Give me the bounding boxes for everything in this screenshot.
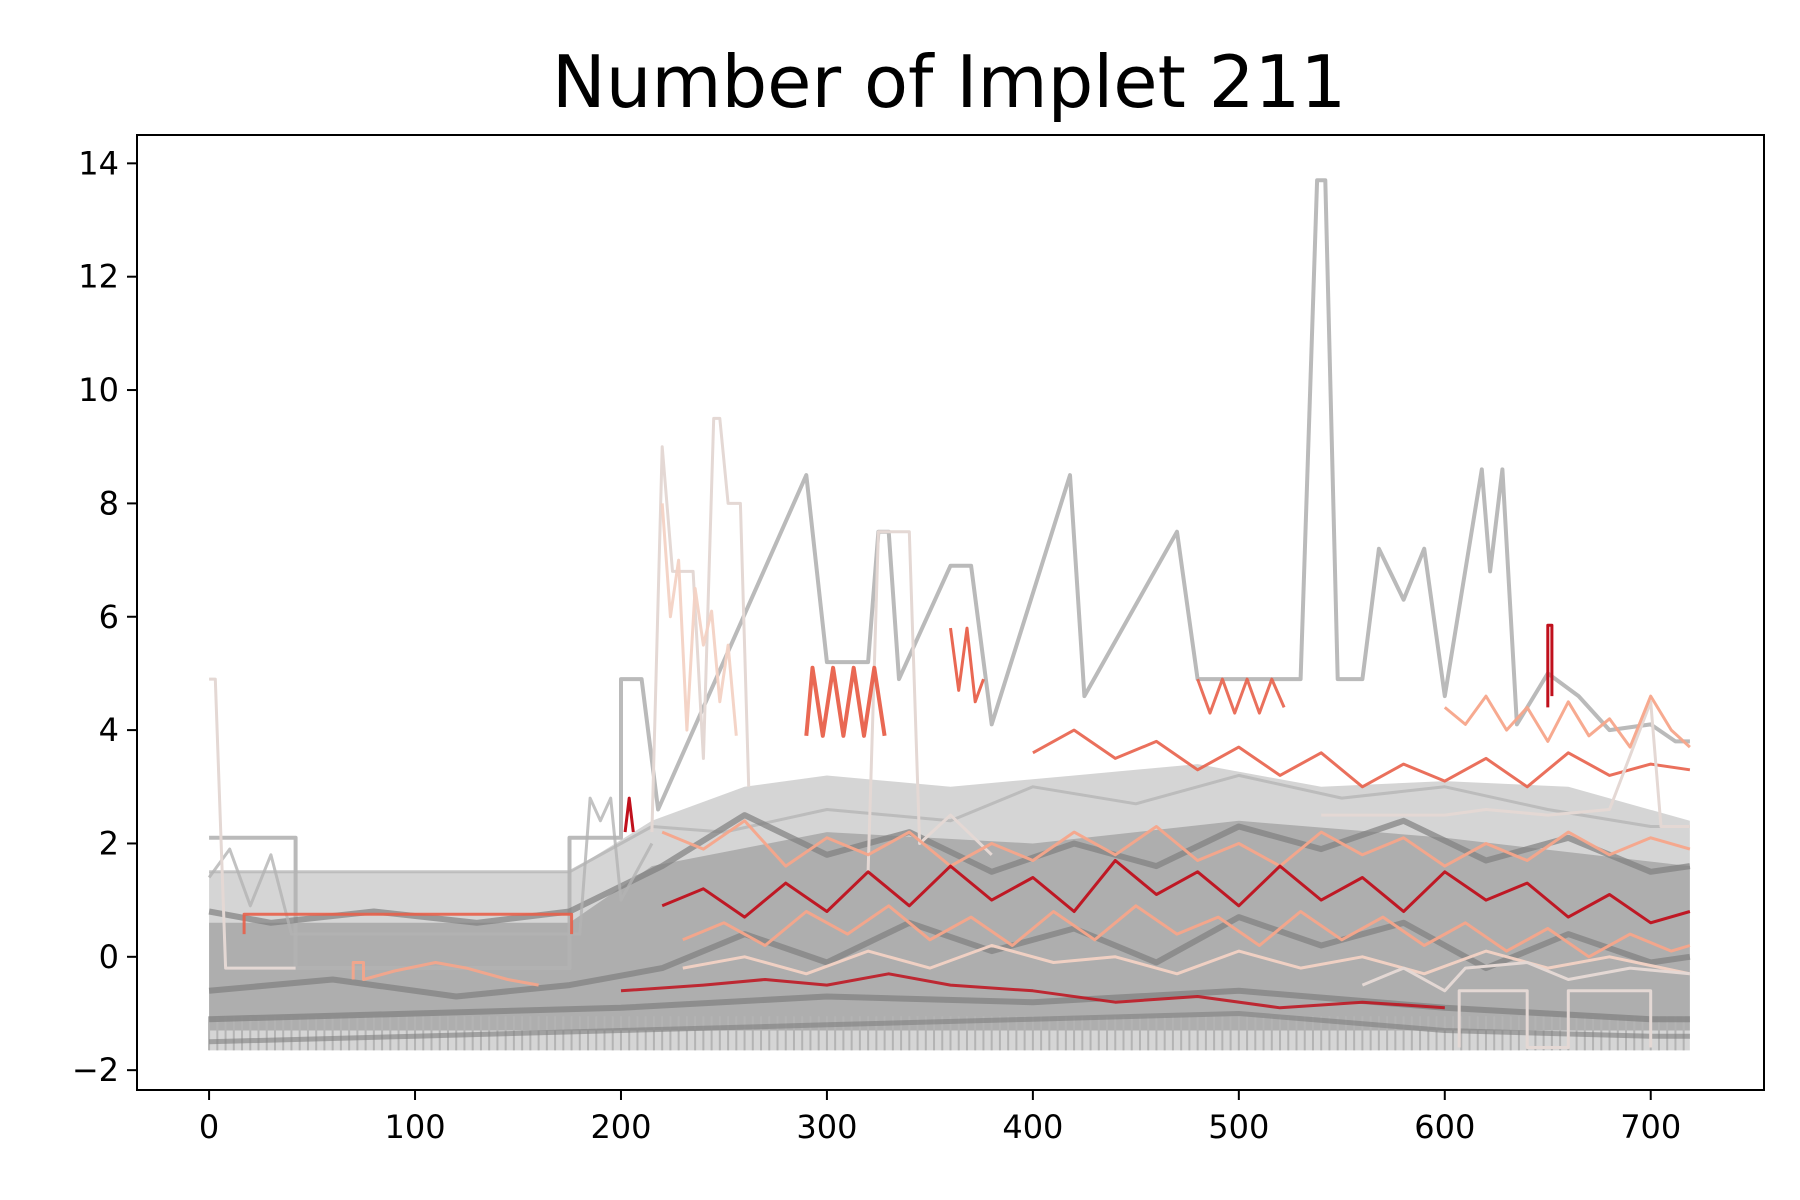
series-line-21 <box>1321 700 1690 828</box>
y-axis: −2 0 2 4 6 8 10 12 14 <box>72 144 137 1089</box>
y-tick-label: 10 <box>78 371 119 409</box>
series-line-24 <box>1443 694 1691 749</box>
gray-band <box>209 764 1690 1051</box>
series-line-23 <box>1457 989 1653 1049</box>
series-line-10 <box>209 677 296 970</box>
series-line-18 <box>661 859 1691 925</box>
series-line-5 <box>209 1011 1690 1045</box>
series-line-26 <box>623 796 635 833</box>
x-tick-label: 500 <box>1208 1108 1269 1146</box>
x-tick-label: 400 <box>1002 1108 1063 1146</box>
chart-title: Number of Implet 211 <box>552 40 1346 124</box>
series-line-16 <box>1196 677 1286 715</box>
x-tick-label: 700 <box>1620 1108 1681 1146</box>
y-tick-label: 8 <box>99 484 119 522</box>
series-line-27 <box>660 503 738 736</box>
plot-frame <box>136 134 1765 1091</box>
series-line-11 <box>650 416 751 833</box>
x-tick-label: 600 <box>1414 1108 1475 1146</box>
y-tick-label: 6 <box>99 598 119 636</box>
series-line-9 <box>620 972 1445 1010</box>
series-line-0 <box>209 178 1690 971</box>
series-line-6 <box>207 796 654 936</box>
series-line-19 <box>682 904 1691 959</box>
series-line-14 <box>949 626 985 704</box>
series-line-8 <box>351 961 539 987</box>
series-line-20 <box>682 944 1691 976</box>
series-line-7 <box>242 912 574 935</box>
gray-band-core <box>209 820 1690 1031</box>
series-line-22 <box>1361 961 1691 993</box>
x-tick-label: 0 <box>199 1108 219 1146</box>
series-layer <box>207 178 1691 1049</box>
series-line-15 <box>1032 728 1691 789</box>
y-tick-label: 0 <box>99 938 119 976</box>
series-line-2 <box>208 812 1691 926</box>
series-line-12 <box>866 530 993 872</box>
series-line-25 <box>1546 623 1554 708</box>
series-line-3 <box>208 914 1691 1000</box>
series-line-1 <box>209 773 1690 874</box>
y-tick-label: 14 <box>78 144 119 182</box>
y-tick-label: 12 <box>78 258 119 296</box>
x-tick-label: 300 <box>796 1108 857 1146</box>
x-tick-label: 100 <box>384 1108 445 1146</box>
y-tick-label: 4 <box>99 711 119 749</box>
series-line-13 <box>804 665 887 738</box>
y-tick-label: −2 <box>72 1051 119 1089</box>
series-line-17 <box>661 819 1691 868</box>
series-line-4 <box>209 987 1690 1023</box>
x-axis: 0 100 200 300 400 500 600 700 <box>199 1090 1681 1146</box>
x-tick-label: 200 <box>590 1108 651 1146</box>
y-tick-label: 2 <box>99 824 119 862</box>
